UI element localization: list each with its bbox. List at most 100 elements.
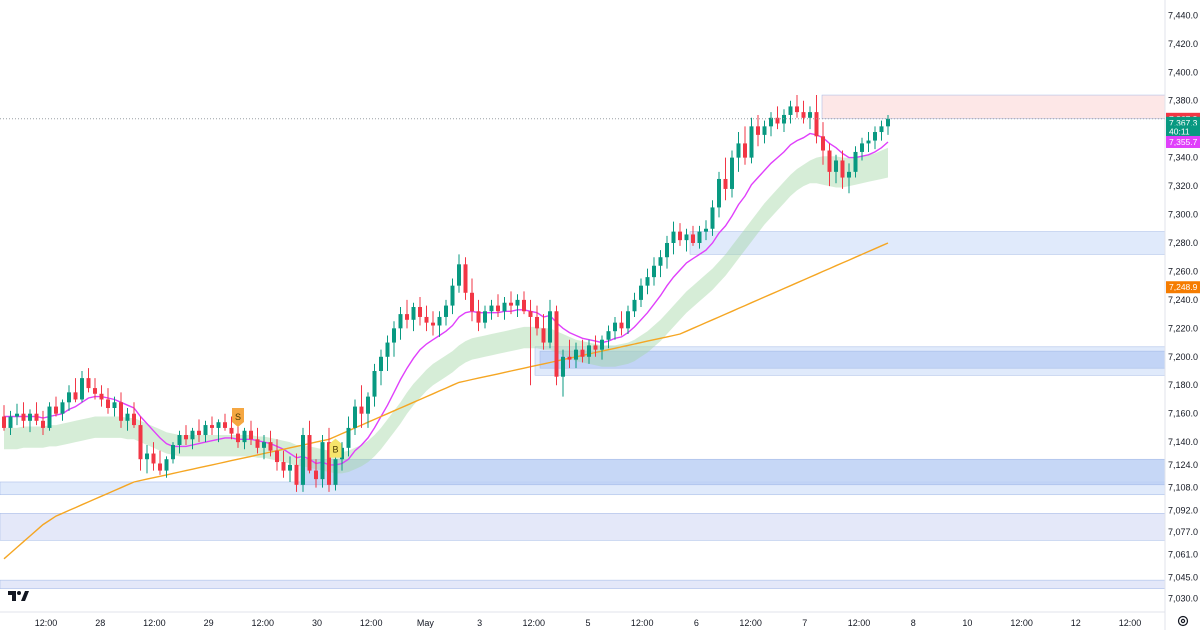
candle <box>288 456 292 482</box>
candle <box>834 154 838 184</box>
candle <box>522 291 526 315</box>
time-axis-tick: 12:00 <box>360 618 383 628</box>
zones-layer <box>0 94 1166 589</box>
settings-icon[interactable] <box>1177 615 1189 627</box>
candle <box>15 403 19 426</box>
candle-body <box>106 399 110 408</box>
candle <box>190 427 195 450</box>
candle <box>21 402 26 428</box>
candle-body <box>814 112 819 137</box>
candle-body <box>860 143 864 152</box>
candle-body <box>593 345 598 350</box>
candle-body <box>60 402 65 414</box>
candle <box>827 143 832 187</box>
zone-demand <box>689 231 1166 255</box>
price-tag-label: 7,355.7 <box>1169 137 1198 147</box>
price-axis-tick: 7,240.0 <box>1168 295 1198 305</box>
candle-body <box>873 132 877 141</box>
candle-body <box>853 151 858 172</box>
candle-body <box>138 425 143 460</box>
candle <box>197 419 201 443</box>
candle-body <box>80 378 84 400</box>
candle-body <box>626 311 630 329</box>
price-axis-tick: 7,400.0 <box>1168 67 1198 77</box>
candle <box>54 396 58 417</box>
candle-body <box>28 413 32 421</box>
candle <box>333 456 338 491</box>
zone-demand <box>0 579 1166 589</box>
time-axis-tick: 12:00 <box>739 618 762 628</box>
candle-body <box>54 406 58 414</box>
candle-body <box>372 371 377 397</box>
price-tag-box <box>1166 281 1200 294</box>
candle <box>658 250 663 278</box>
candle <box>873 126 877 150</box>
candle-body <box>496 305 500 312</box>
time-axis-tick: 3 <box>477 618 482 628</box>
candle <box>60 399 65 421</box>
ma-slow-line <box>3 242 889 560</box>
time-axis-tick: 12:00 <box>35 618 58 628</box>
candle <box>353 399 357 436</box>
candle <box>80 371 84 403</box>
candle-body <box>177 435 182 445</box>
candle <box>275 439 279 471</box>
time-axis[interactable]: 12:00 28 12:00 29 12:00 30 12:00 May 3 12:00 5 12:0… <box>35 618 1142 628</box>
tradingview-logo[interactable] <box>8 591 29 601</box>
candle-body <box>164 459 169 471</box>
price-axis-tick: 7,108.0 <box>1168 483 1198 493</box>
candle <box>775 106 780 130</box>
candle-body <box>457 264 461 286</box>
price-axis-tick: 7,380.0 <box>1168 96 1198 106</box>
candle-body <box>665 242 669 258</box>
candle-body <box>392 328 396 343</box>
zone-demand-strong <box>299 458 1166 486</box>
candle <box>632 292 637 317</box>
candle <box>613 316 617 340</box>
candle <box>730 150 734 198</box>
candle <box>424 305 429 332</box>
candle <box>125 408 130 431</box>
candle-body <box>723 178 728 189</box>
price-axis-tick: 7,030.0 <box>1168 594 1198 604</box>
signal-label: B <box>332 445 338 455</box>
time-axis-tick: 12:00 <box>1119 618 1142 628</box>
candle-body <box>691 234 695 243</box>
candle <box>411 302 416 332</box>
candle <box>106 388 110 414</box>
candle-body <box>340 447 344 460</box>
candle <box>515 294 520 317</box>
candle <box>67 385 71 411</box>
candle <box>801 100 806 124</box>
candle-body <box>801 112 806 118</box>
time-axis-tick: 8 <box>911 618 916 628</box>
ribbon-layer <box>4 147 888 474</box>
candle-body <box>541 328 546 343</box>
candle <box>216 419 221 443</box>
time-axis-tick: 29 <box>204 618 214 628</box>
time-axis-tick: 12:00 <box>848 618 871 628</box>
candle <box>281 450 286 478</box>
candle <box>268 430 273 457</box>
time-axis-tick: 12:00 <box>1010 618 1033 628</box>
candle-body <box>242 430 247 443</box>
candle <box>509 291 513 315</box>
price-axis-tick: 7,300.0 <box>1168 210 1198 220</box>
candle-body <box>223 422 227 428</box>
candle-body <box>762 126 767 135</box>
candle <box>710 200 715 236</box>
candle-body <box>424 316 429 323</box>
candle-body <box>528 311 533 317</box>
candle-body <box>346 427 351 448</box>
candle <box>262 435 266 460</box>
candle-body <box>418 307 422 317</box>
candle <box>808 106 812 130</box>
candle <box>236 425 240 448</box>
candle-body <box>255 439 260 448</box>
price-axis-tick: 7,260.0 <box>1168 266 1198 276</box>
candle <box>184 425 188 445</box>
ma-fast-line <box>4 132 889 466</box>
candle <box>684 228 689 252</box>
price-tag: 40:11 <box>1166 125 1200 138</box>
